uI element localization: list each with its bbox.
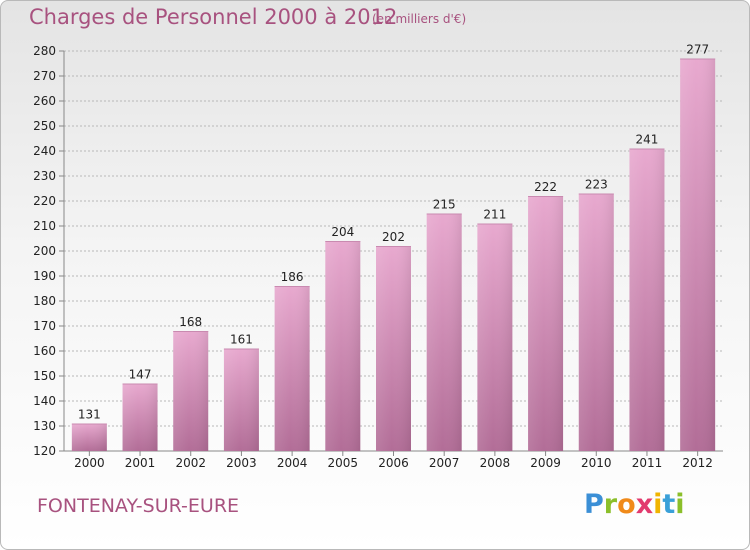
bar-shade-2011 [629,148,665,451]
y-tick-label: 120 [33,444,56,458]
x-tick-label-2009: 2009 [530,456,561,470]
chart-subtitle: (en milliers d'€) [372,12,467,26]
y-tick-label: 130 [33,419,56,433]
bar-shade-2005 [325,241,361,451]
bar-shade-2000 [71,423,107,451]
data-label-2012: 277 [686,43,709,57]
data-label-2007: 215 [433,198,456,212]
x-tick-label-2010: 2010 [581,456,612,470]
y-tick-label: 190 [33,269,56,283]
x-tick-label-2002: 2002 [175,456,206,470]
x-tick-label-2006: 2006 [378,456,409,470]
bars [71,58,716,451]
bar-shade-2003 [223,348,259,451]
data-label-2004: 186 [281,270,304,284]
bar-shade-2002 [173,331,209,451]
y-tick-label: 230 [33,169,56,183]
y-tick-label: 180 [33,294,56,308]
labels: 131 2000 147 2001 168 2002 161 2003 186 2004 204 20… [74,43,713,471]
bar-shade-2001 [122,383,158,451]
x-tick-label-2008: 2008 [480,456,511,470]
x-tick-label-2012: 2012 [682,456,713,470]
data-label-2002: 168 [179,315,202,329]
data-label-2009: 222 [534,180,557,194]
data-label-2005: 204 [331,225,354,239]
x-tick-label-2005: 2005 [328,456,359,470]
data-label-2000: 131 [78,408,101,422]
bar-shade-2007 [426,213,462,451]
x-tick-label-2001: 2001 [125,456,156,470]
y-tick-label: 240 [33,144,56,158]
bar-shade-2009 [528,196,564,451]
bar-shade-2010 [578,193,614,451]
proxiti-logo[interactable]: Proxiti [584,489,685,520]
y-tick-label: 270 [33,69,56,83]
y-tick-label: 260 [33,94,56,108]
bar-shade-2012 [680,58,716,451]
data-label-2008: 211 [483,208,506,222]
data-label-2010: 223 [585,178,608,192]
data-label-2006: 202 [382,230,405,244]
chart-title: Charges de Personnel 2000 à 2012 [29,5,398,29]
axes: 120 130 140 150 160 170 180 190 200 210 220 230 240 2… [33,44,723,458]
x-tick-label-2003: 2003 [226,456,257,470]
data-label-2003: 161 [230,333,253,347]
bar-shade-2006 [376,246,411,451]
y-tick-label: 250 [33,119,56,133]
y-tick-label: 150 [33,369,56,383]
data-label-2001: 147 [129,368,152,382]
x-tick-label-2011: 2011 [632,456,663,470]
y-tick-label: 200 [33,244,56,258]
x-tick-label-2007: 2007 [429,456,460,470]
x-tick-label-2004: 2004 [277,456,308,470]
y-tick-label: 160 [33,344,56,358]
y-tick-label: 220 [33,194,56,208]
data-label-2011: 241 [636,133,659,147]
y-tick-label: 170 [33,319,56,333]
bar-shade-2008 [477,223,513,451]
commune-name: FONTENAY-SUR-EURE [37,495,240,517]
bar-shade-2004 [274,286,310,451]
y-tick-label: 140 [33,394,56,408]
x-tick-label-2000: 2000 [74,456,105,470]
y-tick-label: 280 [33,44,56,58]
y-tick-label: 210 [33,219,56,233]
